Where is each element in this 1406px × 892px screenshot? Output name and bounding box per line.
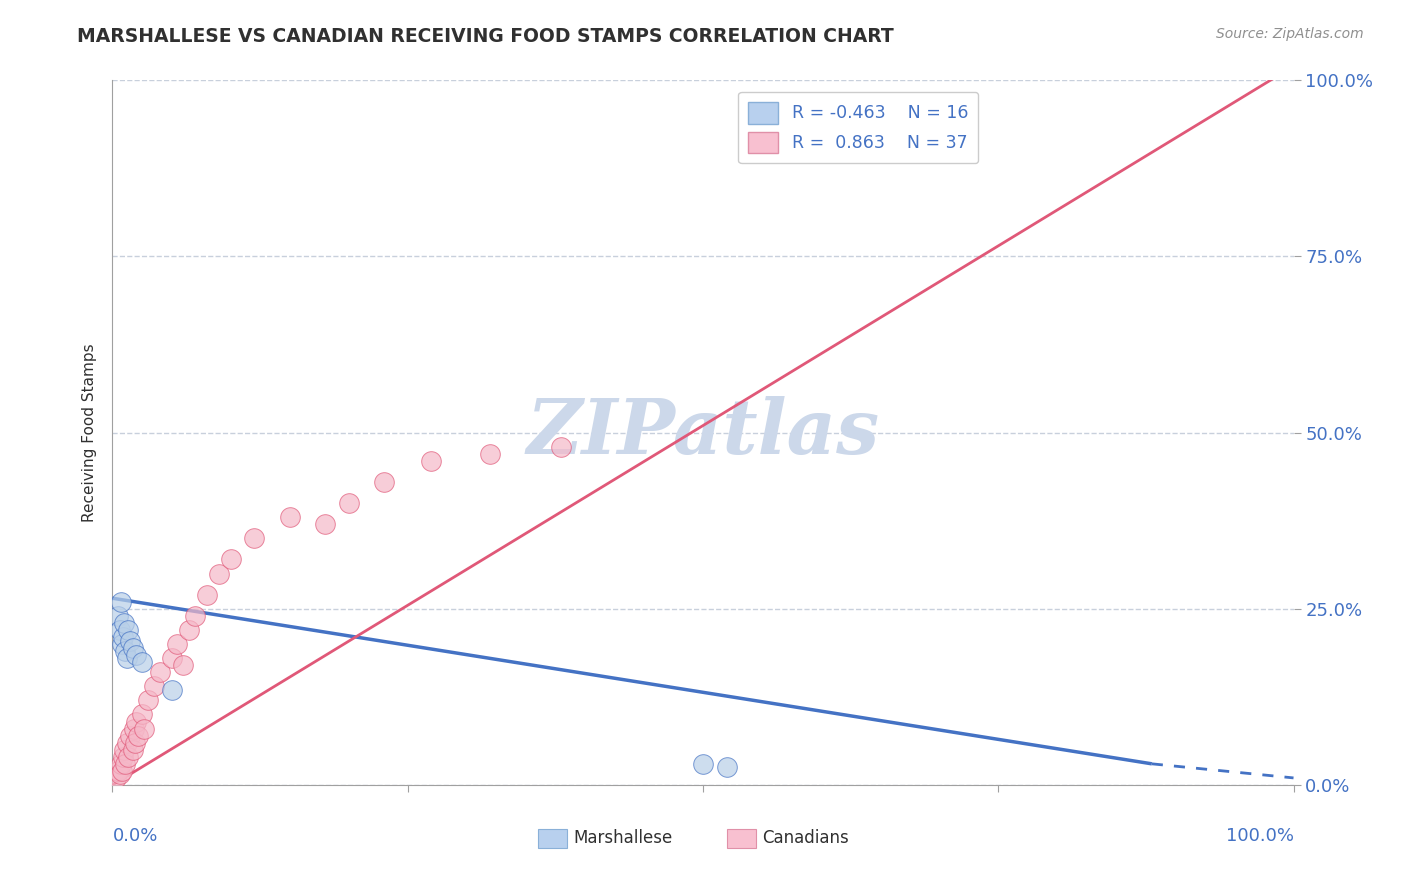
Point xyxy=(117,749,139,764)
Point xyxy=(479,447,502,461)
Point xyxy=(112,630,135,644)
Point xyxy=(166,637,188,651)
Point xyxy=(184,608,207,623)
Point xyxy=(107,764,129,778)
Text: Canadians: Canadians xyxy=(762,829,849,847)
Point xyxy=(142,679,165,693)
Point xyxy=(108,623,131,637)
Y-axis label: Receiving Food Stamps: Receiving Food Stamps xyxy=(82,343,97,522)
Point xyxy=(172,658,194,673)
Point xyxy=(373,475,395,489)
Point xyxy=(111,637,134,651)
Point xyxy=(219,552,242,566)
Point xyxy=(149,665,172,680)
Point xyxy=(110,756,132,771)
Point xyxy=(108,767,131,781)
Point xyxy=(107,608,129,623)
Point xyxy=(122,722,145,736)
Point xyxy=(105,771,128,785)
Point xyxy=(114,644,136,658)
Point xyxy=(337,496,360,510)
Point xyxy=(420,454,443,468)
Point xyxy=(134,722,156,736)
Point xyxy=(121,640,143,655)
Point xyxy=(716,760,738,774)
Point xyxy=(243,532,266,546)
Point xyxy=(179,623,201,637)
Text: MARSHALLESE VS CANADIAN RECEIVING FOOD STAMPS CORRELATION CHART: MARSHALLESE VS CANADIAN RECEIVING FOOD S… xyxy=(77,27,894,45)
Legend: R = -0.463    N = 16, R =  0.863    N = 37: R = -0.463 N = 16, R = 0.863 N = 37 xyxy=(738,92,979,163)
Point xyxy=(160,682,183,697)
Point xyxy=(110,595,132,609)
Point xyxy=(112,615,135,630)
FancyBboxPatch shape xyxy=(727,829,756,848)
Text: ZIPatlas: ZIPatlas xyxy=(526,396,880,469)
Point xyxy=(112,749,135,764)
Text: Source: ZipAtlas.com: Source: ZipAtlas.com xyxy=(1216,27,1364,41)
Point xyxy=(114,756,136,771)
Point xyxy=(550,440,572,454)
Text: Marshallese: Marshallese xyxy=(574,829,672,847)
Point xyxy=(115,736,138,750)
Point xyxy=(136,693,159,707)
Point xyxy=(112,742,135,756)
Point xyxy=(195,588,218,602)
Point xyxy=(692,756,714,771)
Point xyxy=(125,648,148,662)
Point xyxy=(120,633,142,648)
Text: 0.0%: 0.0% xyxy=(112,827,157,846)
Point xyxy=(120,729,142,743)
Point xyxy=(121,742,143,756)
Point xyxy=(131,655,153,669)
Point xyxy=(115,651,138,665)
Point xyxy=(208,566,231,581)
Point xyxy=(160,651,183,665)
Point xyxy=(314,517,336,532)
Point xyxy=(125,714,148,729)
Point xyxy=(131,707,153,722)
Point xyxy=(111,764,134,778)
Point xyxy=(278,510,301,524)
Point xyxy=(117,623,139,637)
Point xyxy=(127,729,149,743)
Point xyxy=(124,736,146,750)
FancyBboxPatch shape xyxy=(537,829,567,848)
Text: 100.0%: 100.0% xyxy=(1226,827,1294,846)
